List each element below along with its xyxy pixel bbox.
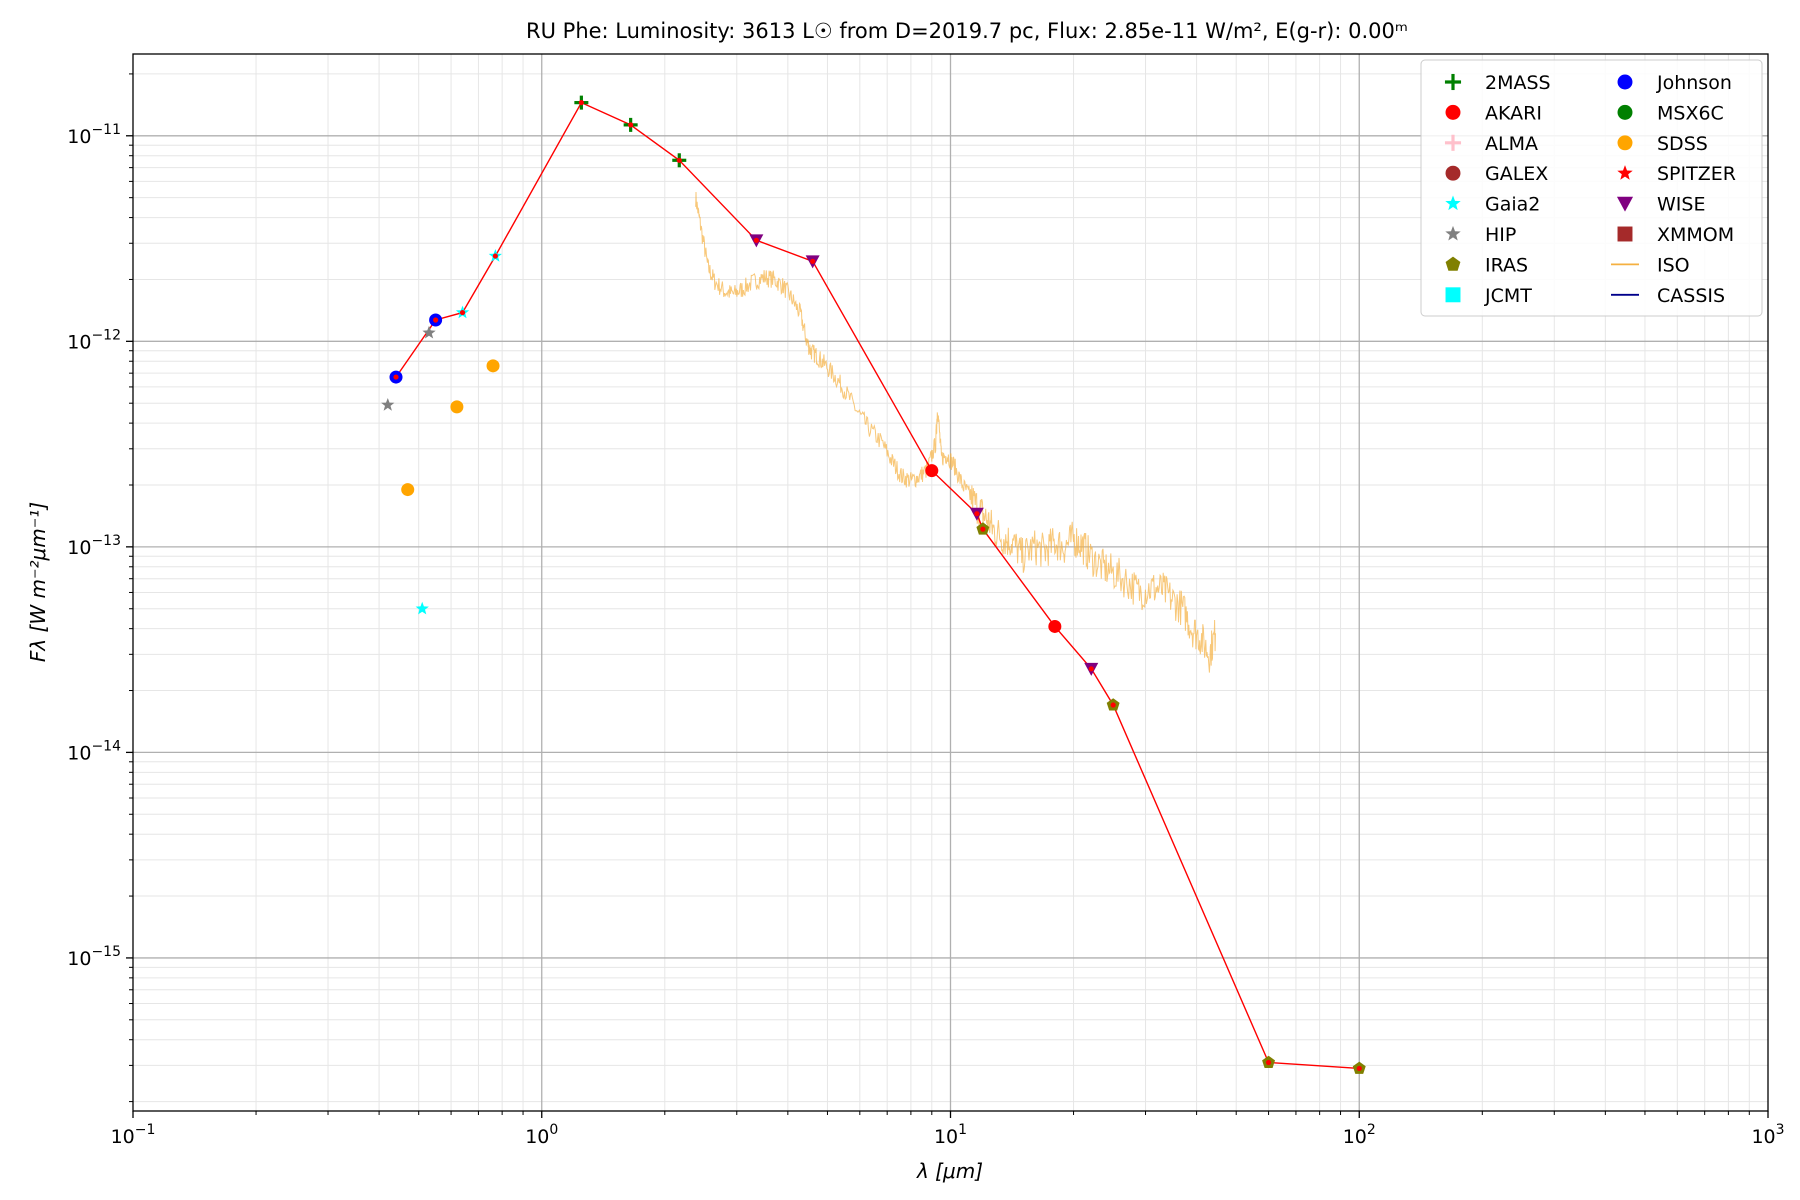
data-point-sdss xyxy=(401,483,415,497)
chart-title: RU Phe: Luminosity: 3613 L☉ from D=2019.… xyxy=(526,19,1408,43)
axis-ticks xyxy=(126,73,1769,1118)
legend-item-cassis: CASSIS xyxy=(1611,285,1725,307)
data-point-sdss xyxy=(450,400,464,414)
sed-model-point xyxy=(1265,1059,1272,1066)
sed-model-point xyxy=(1356,1065,1362,1072)
legend-marker xyxy=(1617,226,1633,242)
legend-box xyxy=(1420,59,1763,317)
legend-label: GALEX xyxy=(1485,163,1548,185)
sed-model-point xyxy=(753,237,759,243)
legend-label: 2MASS xyxy=(1485,72,1551,94)
legend-marker xyxy=(1617,104,1633,120)
legend-label: SDSS xyxy=(1657,133,1708,155)
legend-item-spitzer: SPITZER xyxy=(1617,163,1736,185)
legend-item-johnson: Johnson xyxy=(1617,72,1732,94)
legend-marker xyxy=(1617,135,1633,151)
x-axis-label: λ [μm] xyxy=(916,1159,983,1183)
legend-item-hip: HIP xyxy=(1445,224,1516,246)
data-point-hip xyxy=(422,325,436,339)
legend-marker xyxy=(1445,195,1461,211)
sed-model-point xyxy=(974,511,980,517)
legend-item-msx6c: MSX6C xyxy=(1617,102,1724,124)
sed-model-point xyxy=(980,526,986,532)
legend-marker xyxy=(1444,73,1462,91)
sed-model-point xyxy=(492,253,498,259)
legend-label: ALMA xyxy=(1485,133,1538,155)
legend-item-galex: GALEX xyxy=(1445,163,1548,185)
sed-model-point xyxy=(810,258,816,264)
legend-item-xmmom: XMMOM xyxy=(1617,224,1734,246)
legend-marker xyxy=(1445,287,1461,303)
legend-item-sdss: SDSS xyxy=(1617,133,1708,155)
sed-model-point xyxy=(459,309,466,316)
sed-model-point xyxy=(676,157,682,163)
legend-marker xyxy=(1445,104,1461,120)
legend-item-gaia2: Gaia2 xyxy=(1445,194,1540,216)
sed-model-point xyxy=(393,374,399,380)
legend-label: WISE xyxy=(1657,194,1705,216)
legend-label: CASSIS xyxy=(1657,285,1725,307)
legend-label: HIP xyxy=(1485,224,1516,246)
legend-label: JCMT xyxy=(1484,285,1532,307)
y-axis-label: Fλ [W m⁻²μm⁻¹] xyxy=(26,502,50,662)
legend-marker xyxy=(1617,165,1633,180)
legend-marker xyxy=(1445,225,1461,241)
legend-item-akari: AKARI xyxy=(1445,102,1542,124)
sed-model-point xyxy=(628,122,634,128)
sed-model-point xyxy=(433,317,439,323)
legend-item-alma: ALMA xyxy=(1444,133,1538,155)
legend-label: Gaia2 xyxy=(1485,194,1540,216)
legend-marker xyxy=(1445,256,1461,271)
legend-marker xyxy=(1616,196,1634,212)
legend-label: XMMOM xyxy=(1657,224,1734,246)
legend-marker xyxy=(1445,165,1461,181)
sed-model-point xyxy=(1052,623,1058,630)
sed-model-point xyxy=(578,100,584,106)
legend-marker xyxy=(1617,74,1633,90)
legend-label: IRAS xyxy=(1485,254,1528,276)
legend-label: Johnson xyxy=(1656,72,1732,94)
legend-label: ISO xyxy=(1657,254,1690,276)
data-point-gaia2 xyxy=(415,601,429,615)
legend-marker xyxy=(1444,134,1462,151)
grid-lines xyxy=(133,54,1768,1111)
data-point-hip xyxy=(381,398,395,411)
legend-label: AKARI xyxy=(1485,102,1542,124)
legend-item-iras: IRAS xyxy=(1445,254,1528,276)
iso-spectrum-line xyxy=(695,191,1216,673)
legend: 2MASS AKARI ALMA GALEX Gaia2 HIP IRAS JCMT Johns… xyxy=(1420,59,1763,317)
sed-model-point xyxy=(1110,702,1116,708)
sed-model-point xyxy=(929,467,935,474)
sed-model-point xyxy=(1088,666,1094,672)
legend-item-wise: WISE xyxy=(1616,194,1705,216)
legend-label: SPITZER xyxy=(1657,163,1736,185)
photometry-markers xyxy=(381,95,1366,1074)
legend-item-2mass: 2MASS xyxy=(1444,72,1551,94)
legend-item-jcmt: JCMT xyxy=(1445,285,1532,307)
legend-item-iso: ISO xyxy=(1611,254,1690,276)
data-point-sdss xyxy=(486,359,500,373)
legend-label: MSX6C xyxy=(1657,102,1724,124)
iso-spectrum-layer xyxy=(695,191,1216,673)
